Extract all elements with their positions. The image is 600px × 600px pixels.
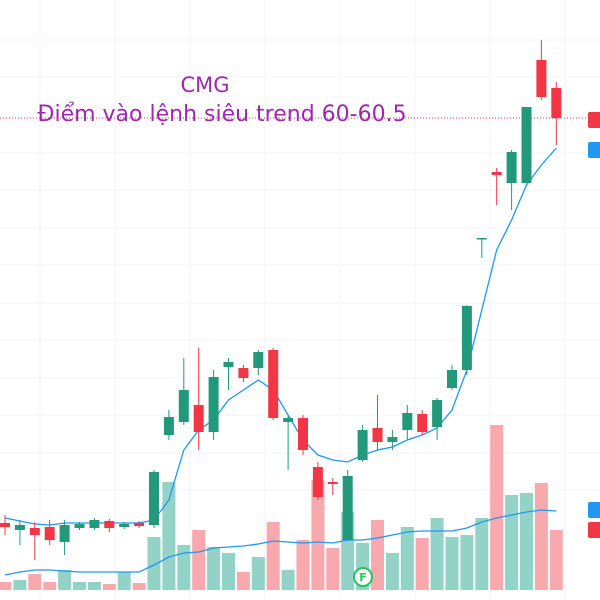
- volume-bar: [28, 574, 42, 590]
- candle-body: [268, 350, 279, 418]
- candle-body: [149, 472, 159, 525]
- candle-body: [74, 524, 85, 528]
- candle-body: [104, 521, 115, 528]
- candle-body: [14, 525, 25, 530]
- candle-body: [476, 238, 487, 240]
- volume-bar: [43, 582, 57, 590]
- ma-tag: [588, 142, 600, 158]
- candle-body: [521, 107, 532, 183]
- candle-body: [89, 520, 100, 528]
- volume-bar: [371, 520, 384, 590]
- candle-body: [506, 152, 517, 183]
- volume-bar: [520, 493, 533, 590]
- volume-bar: [132, 583, 146, 590]
- candle-body: [536, 60, 547, 97]
- candle-body: [238, 368, 249, 378]
- event-marker: F: [359, 571, 367, 584]
- candle-body: [193, 405, 204, 432]
- volume-bar: [400, 527, 414, 590]
- volume-bar: [460, 535, 474, 590]
- candle-body: [44, 527, 55, 540]
- candle-body: [432, 400, 443, 427]
- volume-bar: [430, 518, 444, 590]
- candle-body: [163, 417, 174, 435]
- price-layer: [0, 40, 600, 560]
- candle-body: [298, 418, 308, 450]
- candle-body: [59, 525, 70, 542]
- price-tag: [588, 112, 600, 128]
- candle-body: [357, 430, 368, 460]
- volume-layer: [0, 425, 563, 590]
- volume-ma-line: [4, 509, 557, 576]
- volume-bar: [13, 580, 27, 590]
- candle-body: [447, 370, 457, 388]
- volume-bar: [490, 425, 504, 590]
- volume-bar: [73, 582, 86, 590]
- candle-body: [29, 528, 40, 535]
- candle-body: [178, 390, 189, 422]
- candle-body: [551, 88, 562, 118]
- chart-subtitle: Điểm vào lệnh siêu trend 60-60.5: [37, 102, 406, 127]
- volume-bar: [475, 518, 489, 590]
- volume-bar: [326, 548, 340, 590]
- volume-bar: [222, 553, 235, 590]
- candle-body: [402, 413, 413, 430]
- candle-body: [342, 476, 353, 540]
- volume-bar: [415, 538, 429, 590]
- ma-line: [4, 147, 557, 526]
- volume-bar: [177, 545, 191, 590]
- candle-body: [119, 524, 130, 527]
- volume-bar: [266, 522, 280, 590]
- volume-bar: [445, 537, 459, 590]
- candle-body: [208, 377, 219, 432]
- candle-body: [253, 352, 264, 368]
- volume-bar: [207, 547, 221, 590]
- volume-ma-tag: [588, 502, 600, 518]
- volume-bar: [0, 582, 12, 590]
- volume-bar: [311, 480, 325, 590]
- candle-body: [461, 306, 472, 370]
- candle-body: [387, 437, 398, 442]
- volume-bar: [281, 570, 295, 590]
- volume-bar: [534, 483, 548, 590]
- volume-bar: [251, 557, 265, 590]
- volume-bar: [117, 572, 131, 590]
- candle-body: [0, 523, 10, 527]
- volume-bar: [147, 537, 161, 590]
- candle-body: [372, 428, 383, 442]
- candle-body: [491, 172, 502, 175]
- chart-title: CMG: [180, 73, 229, 97]
- volume-bar: [162, 482, 176, 590]
- volume-bar: [87, 582, 101, 590]
- volume-bar: [58, 570, 72, 590]
- volume-bar: [296, 540, 310, 590]
- volume-bar: [236, 572, 250, 590]
- candle-body: [327, 482, 338, 484]
- volume-bar: [385, 553, 399, 590]
- volume-bar: [505, 495, 519, 590]
- candle-body: [134, 523, 145, 526]
- volume-tag: [588, 522, 600, 538]
- volume-bar: [102, 584, 116, 590]
- candle-body: [283, 418, 294, 422]
- volume-bar: [192, 530, 206, 590]
- candle-body: [223, 362, 234, 367]
- candle-body: [312, 467, 323, 497]
- volume-bar: [549, 530, 563, 590]
- candle-body: [417, 414, 428, 432]
- event-badge: [353, 567, 373, 587]
